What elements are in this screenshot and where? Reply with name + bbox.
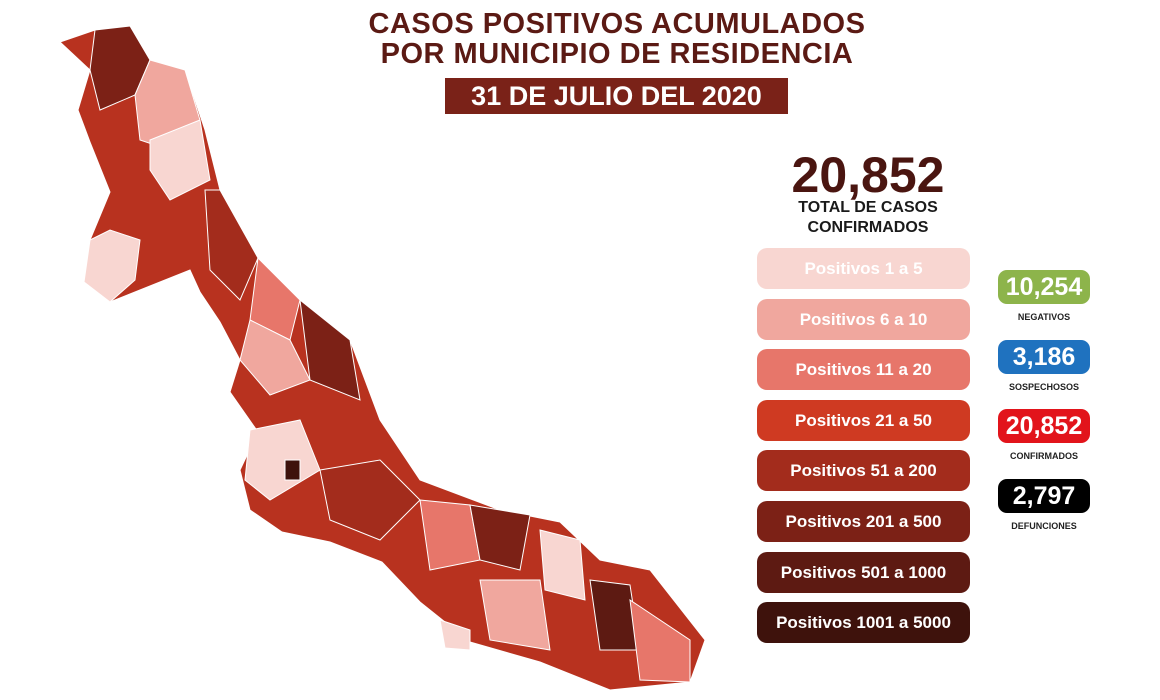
total-label: TOTAL DE CASOS bbox=[798, 199, 938, 216]
title: CASOS POSITIVOS ACUMULADOS bbox=[368, 8, 866, 40]
legend-item: Positivos 21 a 50 bbox=[757, 399, 970, 441]
region bbox=[83, 229, 141, 303]
legend-item: Positivos 501 a 1000 bbox=[757, 551, 970, 593]
region bbox=[629, 598, 691, 683]
region bbox=[149, 119, 211, 201]
region bbox=[439, 619, 471, 651]
region bbox=[319, 459, 421, 541]
legend-item: Positivos 11 a 20 bbox=[757, 349, 970, 391]
region bbox=[284, 459, 301, 481]
stat-label: NEGATIVOS bbox=[1017, 312, 1071, 322]
stat-label: DEFUNCIONES bbox=[1011, 520, 1077, 531]
stat-value: 3,186 bbox=[998, 339, 1090, 374]
region bbox=[299, 298, 361, 401]
map bbox=[59, 25, 706, 691]
total-value: 20,852 bbox=[791, 147, 945, 203]
legend-item: Positivos 1001 a 5000 bbox=[757, 602, 970, 644]
region bbox=[539, 529, 586, 601]
legend-item: Positivos 201 a 500 bbox=[757, 501, 970, 542]
stat-label: CONFIRMADOS bbox=[1010, 451, 1078, 461]
date: 31 DE JULIO DEL 2020 bbox=[445, 78, 788, 114]
region bbox=[239, 319, 311, 396]
stat-value: 2,797 bbox=[998, 478, 1090, 513]
region bbox=[479, 579, 551, 651]
title: POR MUNICIPIO DE RESIDENCIA bbox=[380, 38, 854, 70]
region bbox=[469, 504, 531, 571]
municipalities bbox=[83, 25, 691, 683]
region bbox=[244, 419, 321, 501]
legend-item: Positivos 1 a 5 bbox=[757, 248, 970, 289]
stat-value: 10,254 bbox=[998, 270, 1090, 304]
legend-item: Positivos 51 a 200 bbox=[757, 450, 970, 492]
stat-value: 20,852 bbox=[998, 409, 1090, 443]
legend-item: Positivos 6 a 10 bbox=[757, 298, 970, 340]
stat-label: SOSPECHOSOS bbox=[1008, 381, 1080, 392]
total-label: CONFIRMADOS bbox=[807, 219, 929, 236]
region bbox=[204, 189, 259, 301]
